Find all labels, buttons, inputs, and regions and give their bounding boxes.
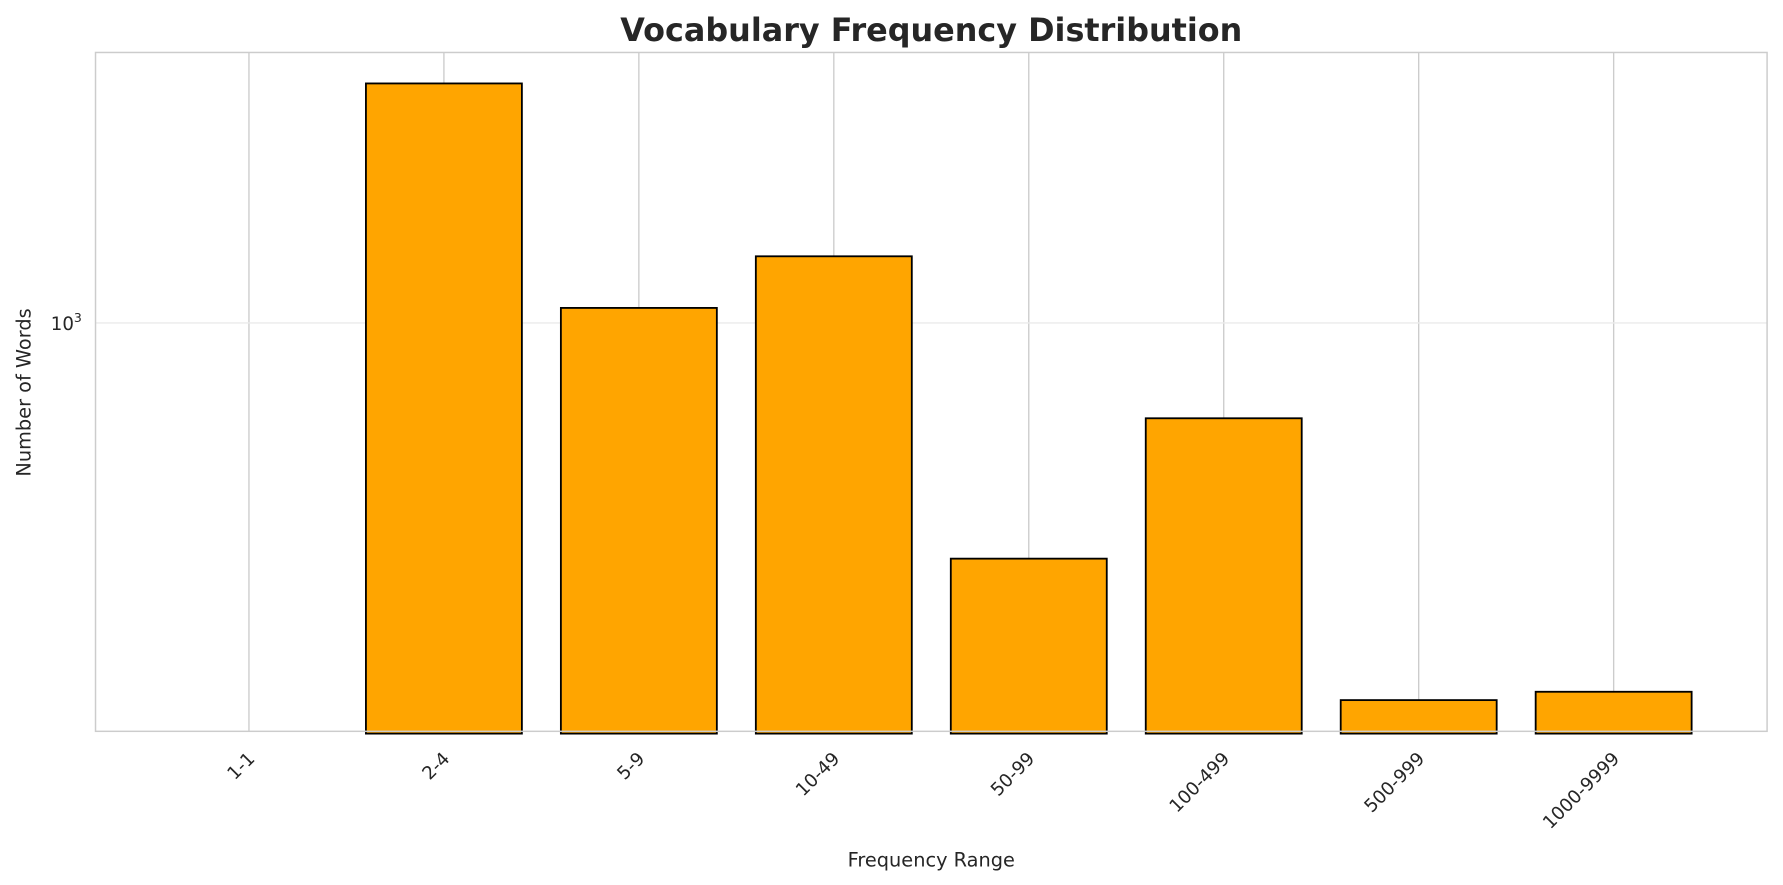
x-tick-labels: 1-1 2-4 5-9 10-49 50-99 100-499 500-999 1000-99… <box>223 748 1624 833</box>
y-tick-base: 10 <box>51 314 74 335</box>
y-tick-exponent: 3 <box>74 310 82 325</box>
x-tick-label: 1000-9999 <box>1539 748 1624 833</box>
y-tick-label: 103 <box>51 310 82 335</box>
bar-100-499 <box>1144 417 1303 735</box>
x-tick-label: 5-9 <box>613 748 649 784</box>
bar-10-49 <box>754 255 913 735</box>
x-tick-label: 1-1 <box>223 748 259 784</box>
bar-2-4 <box>365 82 523 735</box>
bar-5-9 <box>559 307 718 735</box>
axes-frame <box>94 51 1768 733</box>
x-tick-label: 50-99 <box>987 748 1039 800</box>
bars <box>365 82 1693 735</box>
y-tick-labels: 103 <box>51 310 82 335</box>
y-axis-label: Number of Words <box>13 308 36 476</box>
x-tick-label: 500-999 <box>1360 748 1429 817</box>
x-tick-label: 100-499 <box>1166 748 1235 817</box>
bar-50-99 <box>949 557 1108 735</box>
x-tick-label: 2-4 <box>418 748 454 784</box>
grid-lines <box>95 52 1768 732</box>
bar-1000-9999 <box>1534 690 1693 735</box>
bar-500-999 <box>1339 699 1498 735</box>
x-axis-label: Frequency Range <box>848 849 1015 872</box>
chart-title: Vocabulary Frequency Distribution <box>620 11 1242 49</box>
x-tick-label: 10-49 <box>792 748 844 800</box>
